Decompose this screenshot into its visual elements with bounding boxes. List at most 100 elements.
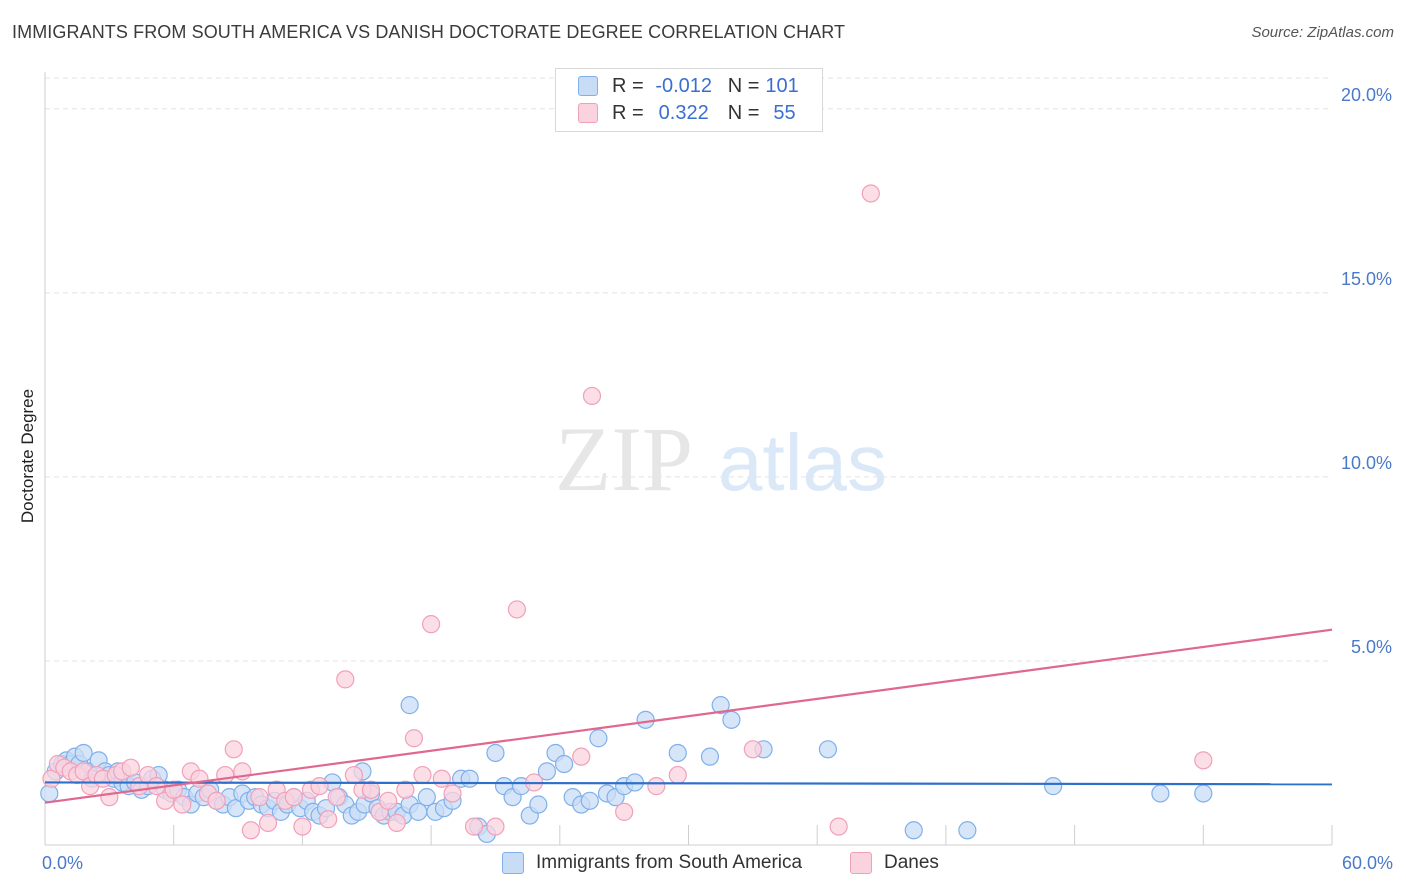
series-danes	[42, 184, 1213, 840]
point-immigrants	[409, 802, 428, 821]
point-danes	[224, 740, 243, 759]
point-danes	[258, 813, 278, 833]
point-danes	[615, 802, 634, 821]
y-axis-title: Doctorate Degree	[18, 389, 37, 523]
point-danes	[413, 765, 432, 785]
x-tick-label: 60.0%	[1342, 853, 1393, 873]
trend-line-danes	[44, 628, 1333, 804]
point-danes	[486, 817, 505, 836]
point-danes	[336, 670, 355, 689]
point-danes	[310, 777, 329, 796]
point-immigrants	[904, 821, 923, 840]
series-swatch-immigrants	[502, 852, 524, 874]
legend-swatch-immigrants	[578, 76, 598, 96]
series-label-danes: Danes	[884, 852, 939, 873]
series-swatch-danes	[850, 852, 872, 874]
point-immigrants	[554, 754, 574, 774]
point-immigrants	[486, 743, 505, 763]
legend-r-label: R =	[612, 101, 644, 124]
correlation-legend: R = -0.012 N = 101 R = 0.322 N = 55	[555, 68, 823, 132]
source-credit: Source: ZipAtlas.com	[1251, 24, 1394, 41]
y-tick-label: 15.0%	[1341, 269, 1392, 289]
watermark-atlas: atlas	[718, 418, 887, 507]
point-danes	[284, 788, 303, 807]
x-tick-label: 0.0%	[42, 853, 83, 873]
point-danes	[319, 810, 338, 829]
y-tick-label: 10.0%	[1341, 453, 1392, 473]
watermark: ZIP atlas	[555, 408, 887, 510]
point-danes	[422, 615, 441, 634]
point-danes	[443, 784, 462, 803]
legend-n-label: N =	[727, 74, 760, 97]
point-danes	[293, 817, 312, 836]
point-immigrants	[1151, 784, 1170, 803]
legend-n-value: 101	[765, 74, 799, 97]
point-danes	[464, 817, 484, 836]
point-danes	[121, 758, 140, 777]
point-immigrants	[74, 743, 93, 763]
point-immigrants	[529, 795, 548, 814]
point-danes	[404, 729, 424, 748]
point-immigrants	[636, 710, 655, 729]
point-danes	[396, 780, 415, 799]
point-danes	[100, 788, 119, 807]
point-immigrants	[589, 729, 608, 748]
point-immigrants	[460, 769, 479, 788]
watermark-zip: ZIP	[555, 408, 693, 510]
point-danes	[582, 386, 602, 406]
point-immigrants	[400, 696, 419, 715]
point-danes	[572, 747, 591, 766]
point-danes	[379, 791, 398, 810]
legend-r-label: R =	[612, 74, 644, 97]
legend-n-label: N =	[727, 101, 760, 124]
point-danes	[829, 817, 848, 836]
trend-line-immigrants	[44, 781, 1333, 786]
trend-lines	[44, 628, 1333, 804]
point-danes	[327, 788, 346, 807]
point-danes	[861, 184, 880, 203]
point-danes	[207, 791, 226, 810]
legend-swatch-danes	[578, 103, 598, 123]
point-danes	[432, 769, 451, 788]
point-immigrants	[537, 762, 557, 781]
point-danes	[190, 769, 209, 788]
point-danes	[216, 765, 235, 785]
point-danes	[250, 788, 269, 807]
y-tick-label: 20.0%	[1341, 85, 1392, 105]
point-immigrants	[711, 696, 730, 715]
point-immigrants	[417, 788, 436, 807]
point-immigrants	[958, 821, 977, 840]
legend-row-immigrants: R = -0.012 N = 101	[578, 73, 799, 99]
series-legend-danes[interactable]: Danes	[850, 852, 939, 874]
point-immigrants	[1194, 784, 1213, 803]
point-danes	[507, 600, 527, 619]
legend-r-value: 0.322	[658, 101, 709, 124]
tick-labels: 5.0% 10.0% 15.0% 20.0% 0.0% 60.0%	[42, 85, 1393, 873]
point-immigrants	[722, 710, 741, 729]
point-danes	[173, 795, 192, 814]
point-danes	[241, 821, 261, 840]
point-danes	[387, 813, 406, 833]
point-immigrants	[818, 740, 838, 759]
point-danes	[743, 740, 762, 759]
axes	[44, 72, 1333, 846]
point-immigrants	[700, 747, 720, 766]
point-immigrants	[580, 791, 599, 810]
point-immigrants	[668, 743, 687, 763]
grid-lines	[45, 77, 1332, 662]
legend-row-danes: R = 0.322 N = 55	[578, 100, 796, 126]
legend-r-value: -0.012	[655, 74, 713, 97]
legend-n-value: 55	[773, 101, 796, 124]
point-danes	[344, 765, 363, 785]
series-label-immigrants: Immigrants from South America	[536, 852, 803, 873]
point-danes	[1194, 751, 1213, 770]
point-danes	[361, 780, 381, 799]
series-legend-immigrants[interactable]: Immigrants from South America	[502, 852, 802, 874]
series-legend: Immigrants from South America Danes	[0, 852, 1406, 876]
y-tick-label: 5.0%	[1351, 637, 1392, 657]
point-danes	[668, 765, 687, 785]
point-danes	[647, 777, 666, 796]
data-points	[40, 184, 1213, 844]
chart-title: IMMIGRANTS FROM SOUTH AMERICA VS DANISH …	[12, 22, 846, 42]
